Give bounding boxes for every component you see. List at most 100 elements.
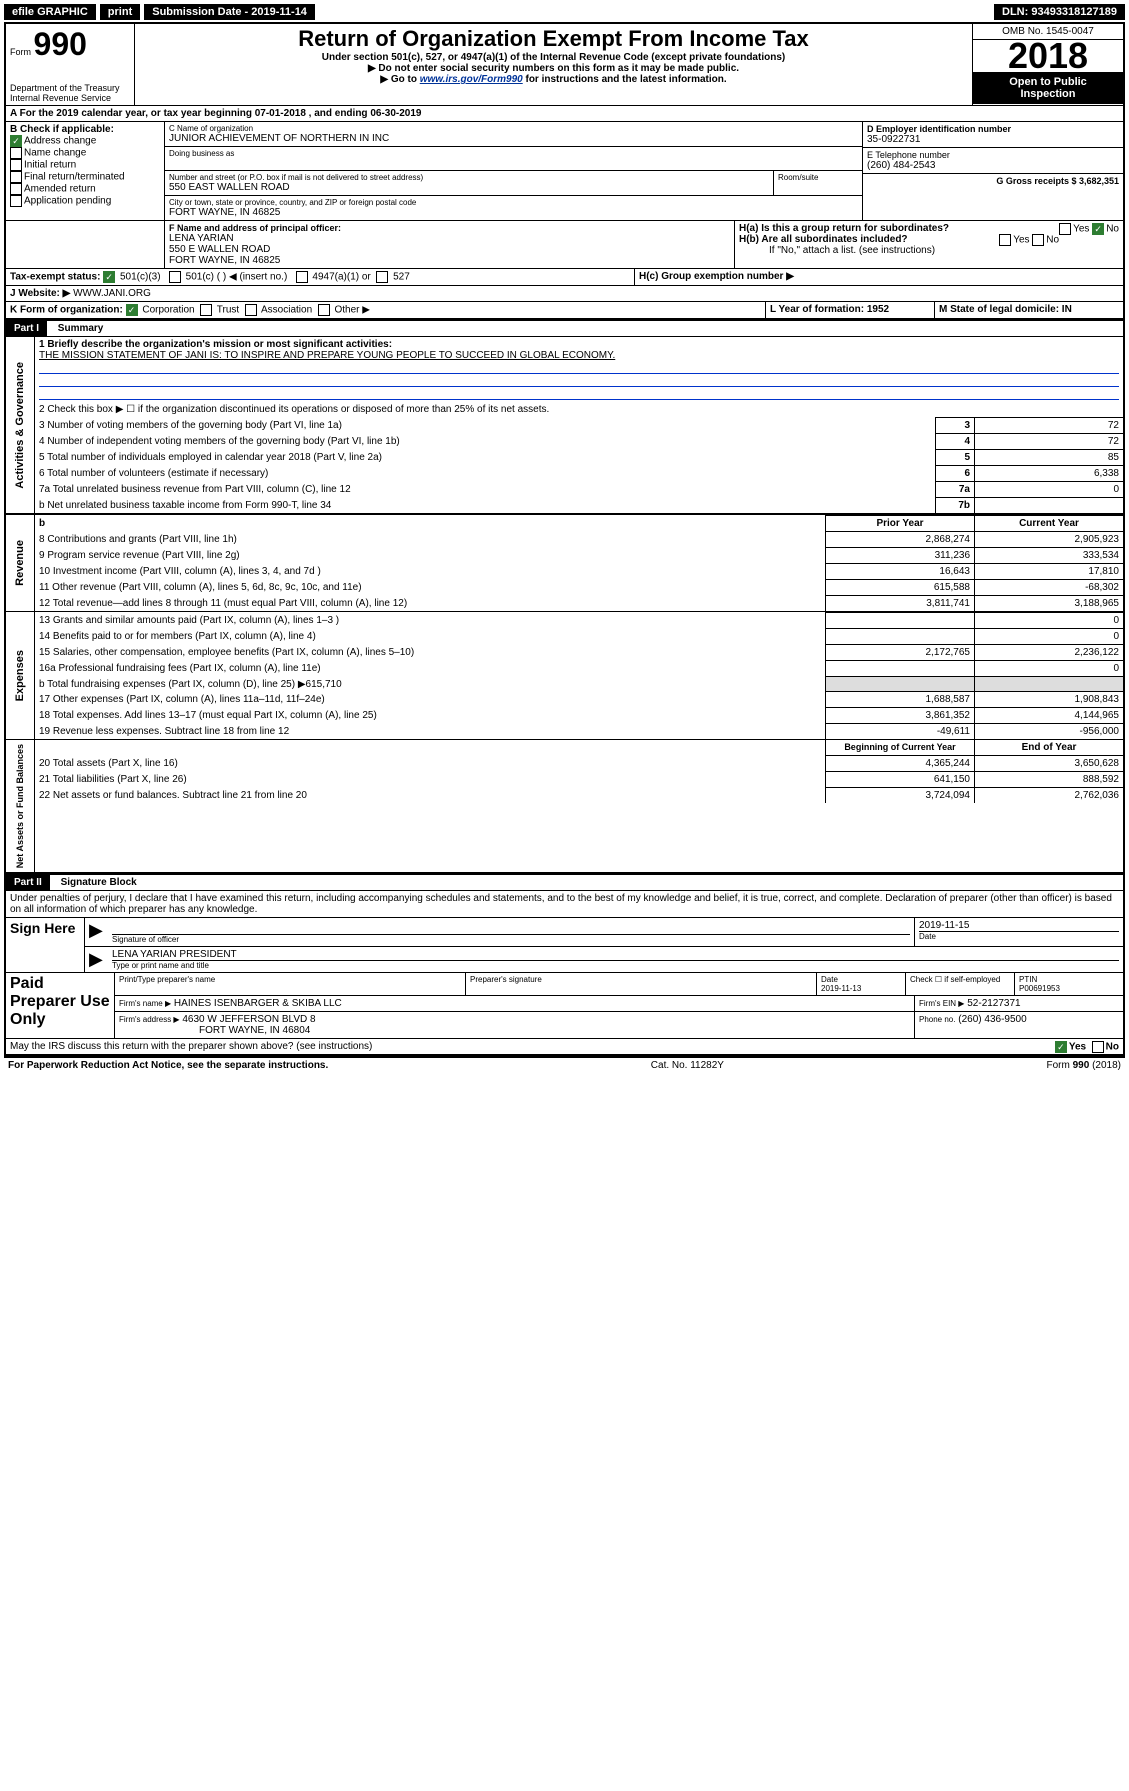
instructions-link[interactable]: www.irs.gov/Form990 [420,74,523,85]
l20: 20 Total assets (Part X, line 16) [35,756,826,772]
l2: 2 Check this box ▶ ☐ if the organization… [35,402,1123,418]
4947-check[interactable] [296,271,308,283]
l6v: 6,338 [975,466,1124,482]
l11c: -68,302 [975,580,1124,596]
l11p: 615,588 [826,580,975,596]
boy-label: Beginning of Current Year [826,740,975,756]
l13c: 0 [975,613,1124,629]
hb-no[interactable] [1032,234,1044,246]
hb-yes[interactable] [999,234,1011,246]
room-label: Room/suite [778,173,858,182]
sig-date: 2019-11-15 [919,920,1119,931]
pending-check[interactable] [10,195,22,207]
trust-check[interactable] [200,304,212,316]
l16ap [826,661,975,677]
final-check[interactable] [10,171,22,183]
hb-label: H(b) Are all subordinates included? [739,234,908,245]
print-button[interactable]: print [100,4,140,20]
527-check[interactable] [376,271,388,283]
sig-arrow2-icon: ▶ [89,949,103,969]
j-label: J Website: ▶ [10,288,70,299]
m-label: M State of legal domicile: IN [935,302,1123,318]
discuss-label: May the IRS discuss this return with the… [10,1041,372,1052]
prep-date: 2019-11-13 [821,984,861,993]
self-emp-label: Check ☐ if self-employed [906,973,1015,995]
rev-table: bPrior YearCurrent Year 8 Contributions … [35,515,1123,611]
ha-yes[interactable] [1059,223,1071,235]
expense-section: Expenses 13 Grants and similar amounts p… [6,612,1123,740]
501c3-check[interactable]: ✓ [103,271,115,283]
form-number: 990 [34,26,87,62]
tax-year: 2018 [973,40,1123,72]
section-b-g: B Check if applicable: ✓Address change N… [6,122,1123,221]
sig-date-label: Date [919,931,1119,941]
ein: 35-0922731 [867,134,1119,145]
exp-side: Expenses [6,612,35,739]
l7b: b Net unrelated business taxable income … [35,498,936,514]
l11: 11 Other revenue (Part VIII, column (A),… [35,580,826,596]
phone: (260) 484-2543 [867,160,1119,171]
l4v: 72 [975,434,1124,450]
assoc-check[interactable] [245,304,257,316]
title-box: Return of Organization Exempt From Incom… [135,24,972,105]
firm-ein: 52-2127371 [967,998,1020,1009]
ha-no[interactable]: ✓ [1092,223,1104,235]
revenue-section: Revenue bPrior YearCurrent Year 8 Contri… [6,515,1123,612]
k-label: K Form of organization: [10,305,123,316]
perjury-text: Under penalties of perjury, I declare th… [6,891,1123,918]
officer-addr2: FORT WAYNE, IN 46825 [169,255,730,266]
addr-change-check[interactable]: ✓ [10,135,22,147]
l17c: 1,908,843 [975,692,1124,708]
l16a: 16a Professional fundraising fees (Part … [35,661,826,677]
net-side-label: Net Assets or Fund Balances [13,740,27,872]
discuss-no-check[interactable] [1092,1041,1104,1053]
l12p: 3,811,741 [826,596,975,612]
l14: 14 Benefits paid to or for members (Part… [35,629,826,645]
city-label: City or town, state or province, country… [169,198,858,207]
form-box: Form 990 Department of the Treasury Inte… [6,24,135,105]
part1-header-row: Part I Summary [6,319,1123,337]
l4: 4 Number of independent voting members o… [35,434,936,450]
corp-check[interactable]: ✓ [126,304,138,316]
l15p: 2,172,765 [826,645,975,661]
initial-check[interactable] [10,159,22,171]
h-note: If "No," attach a list. (see instruction… [739,245,1119,256]
netassets-section: Net Assets or Fund Balances Beginning of… [6,740,1123,873]
l15: 15 Salaries, other compensation, employe… [35,645,826,661]
section-j: J Website: ▶ WWW.JANI.ORG [6,286,1123,302]
l-label: L Year of formation: 1952 [766,302,935,318]
top-bar: efile GRAPHIC print Submission Date - 20… [4,4,1125,20]
l17p: 1,688,587 [826,692,975,708]
discuss-yes-check[interactable]: ✓ [1055,1041,1067,1053]
subtitle-1: Under section 501(c), 527, or 4947(a)(1)… [139,52,968,63]
l1-text: THE MISSION STATEMENT OF JANI IS: TO INS… [39,350,1119,361]
l12: 12 Total revenue—add lines 8 through 11 … [35,596,826,612]
final-label: Final return/terminated [24,172,125,183]
footer: For Paperwork Reduction Act Notice, see … [4,1056,1125,1073]
footer-right: Form 990 (2018) [1047,1060,1121,1071]
name-change-check[interactable] [10,147,22,159]
section-klm: K Form of organization: ✓ Corporation Tr… [6,302,1123,319]
officer-name: LENA YARIAN [169,233,730,244]
l18c: 4,144,965 [975,708,1124,724]
open-public-badge: Open to Public Inspection [973,72,1123,104]
sign-here-label: Sign Here [6,918,85,972]
501c-check[interactable] [169,271,181,283]
sign-section: Sign Here ▶ Signature of officer 2019-11… [6,918,1123,973]
amended-check[interactable] [10,183,22,195]
sig-name: LENA YARIAN PRESIDENT [112,949,1119,960]
part2-title: Signature Block [53,877,137,888]
website-url[interactable]: WWW.JANI.ORG [73,288,151,299]
footer-left: For Paperwork Reduction Act Notice, see … [8,1060,328,1071]
firm-addr2: FORT WAYNE, IN 46804 [119,1025,310,1036]
l22c: 2,762,036 [975,788,1124,804]
other-check[interactable] [318,304,330,316]
sub3-post: for instructions and the latest informat… [523,74,727,85]
ha-label: H(a) Is this a group return for subordin… [739,223,949,234]
l22: 22 Net assets or fund balances. Subtract… [35,788,826,804]
box-deg: D Employer identification number 35-0922… [863,122,1123,220]
rev-side-label: Revenue [12,536,28,590]
l20p: 4,365,244 [826,756,975,772]
section-f-h: F Name and address of principal officer:… [6,221,1123,269]
l13p [826,613,975,629]
